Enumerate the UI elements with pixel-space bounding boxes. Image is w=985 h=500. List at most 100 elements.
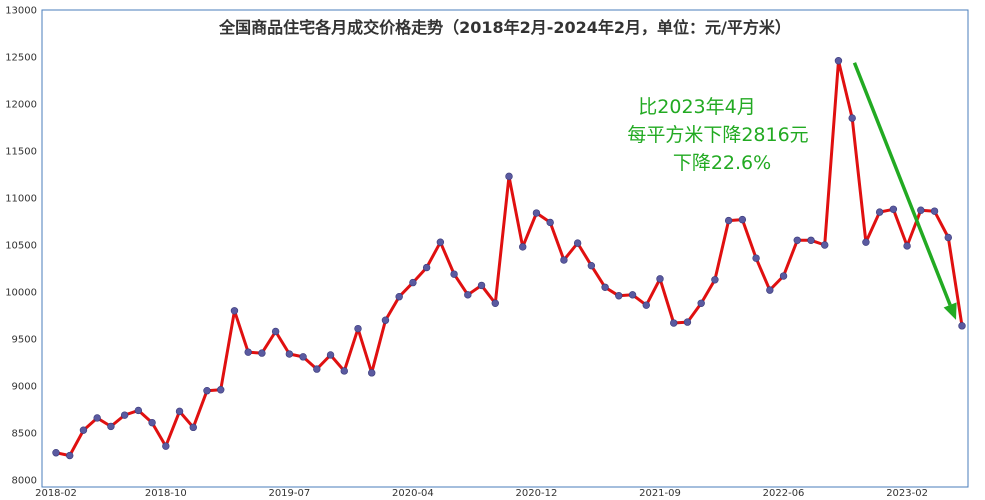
x-axis-ticks: 2018-02 2018-10 2019-07 2020-04 2020-12 2021-… bbox=[35, 488, 928, 499]
x-tick-label: 2020-12 bbox=[516, 488, 558, 499]
data-point bbox=[697, 299, 705, 307]
data-point bbox=[766, 286, 774, 294]
data-point bbox=[793, 236, 801, 245]
annotation: 比2023年4月 每平方米下降2816元 下降22.6% bbox=[627, 96, 808, 174]
annotation-line-1: 比2023年4月 bbox=[638, 96, 755, 118]
y-tick-label: 9000 bbox=[12, 382, 37, 393]
data-point bbox=[532, 209, 541, 217]
data-point bbox=[875, 208, 884, 216]
data-point bbox=[134, 406, 143, 415]
data-point bbox=[258, 349, 266, 357]
x-tick-label: 2020-04 bbox=[392, 488, 434, 499]
data-point bbox=[834, 57, 843, 65]
data-point bbox=[203, 387, 211, 395]
data-point bbox=[779, 272, 788, 280]
data-point bbox=[683, 318, 692, 326]
data-point bbox=[546, 218, 554, 227]
data-point bbox=[162, 442, 170, 450]
data-point bbox=[285, 350, 294, 358]
annotation-line-2: 每平方米下降2816元 bbox=[627, 124, 808, 146]
trend-arrow bbox=[852, 62, 957, 320]
data-point bbox=[656, 275, 664, 283]
data-point bbox=[862, 238, 870, 246]
data-point bbox=[340, 367, 348, 375]
data-point bbox=[120, 411, 129, 419]
data-point bbox=[601, 283, 609, 291]
data-point bbox=[313, 365, 321, 373]
x-tick-label: 2022-06 bbox=[763, 488, 805, 499]
data-point bbox=[628, 291, 637, 299]
data-point bbox=[505, 172, 513, 181]
data-point bbox=[944, 233, 952, 242]
data-point bbox=[560, 256, 568, 264]
data-point bbox=[354, 324, 362, 333]
data-point bbox=[244, 348, 252, 356]
data-point bbox=[217, 386, 225, 394]
data-point bbox=[491, 299, 499, 307]
x-tick-label: 2018-10 bbox=[145, 488, 187, 499]
annotation-line-3: 下降22.6% bbox=[673, 152, 771, 174]
data-point bbox=[642, 301, 650, 309]
data-point bbox=[368, 369, 376, 377]
y-tick-label: 11500 bbox=[5, 147, 37, 158]
data-point bbox=[409, 278, 417, 287]
data-point bbox=[107, 422, 115, 431]
data-point bbox=[670, 319, 678, 327]
x-tick-label: 2018-02 bbox=[35, 488, 77, 499]
data-point bbox=[587, 261, 596, 270]
data-point bbox=[848, 114, 856, 122]
y-tick-label: 8500 bbox=[12, 429, 37, 440]
series-layer bbox=[52, 57, 966, 460]
data-point bbox=[436, 238, 445, 246]
data-point bbox=[271, 327, 280, 336]
data-point bbox=[738, 215, 747, 224]
data-point bbox=[230, 307, 239, 315]
data-point bbox=[52, 449, 60, 457]
data-point bbox=[148, 418, 156, 427]
data-point bbox=[189, 423, 197, 432]
x-tick-label: 2019-07 bbox=[268, 488, 310, 499]
data-point bbox=[903, 242, 911, 250]
data-point bbox=[807, 236, 815, 245]
x-tick-label: 2023-02 bbox=[886, 488, 928, 499]
data-point bbox=[381, 316, 390, 324]
data-point bbox=[821, 241, 829, 249]
data-point bbox=[917, 206, 925, 214]
x-tick-label: 2021-09 bbox=[639, 488, 681, 499]
data-point bbox=[752, 254, 760, 262]
data-point bbox=[724, 216, 733, 225]
data-point bbox=[519, 243, 527, 251]
data-point bbox=[711, 276, 719, 284]
chart-title: 全国商品住宅各月成交价格走势（2018年2月-2024年2月，单位：元/平方米） bbox=[218, 18, 791, 37]
data-point bbox=[79, 426, 88, 434]
y-tick-label: 12500 bbox=[5, 53, 37, 64]
data-point bbox=[930, 207, 939, 215]
y-axis-ticks: 8000 8500 9000 9500 10000 10500 11000 11500 1200… bbox=[5, 6, 37, 487]
y-tick-label: 11000 bbox=[5, 194, 37, 205]
data-point bbox=[450, 270, 458, 278]
data-point bbox=[93, 414, 101, 422]
data-point bbox=[958, 322, 966, 330]
data-point bbox=[66, 451, 74, 460]
data-point bbox=[573, 239, 582, 247]
y-tick-label: 10500 bbox=[5, 241, 37, 252]
y-tick-label: 9500 bbox=[12, 335, 37, 346]
data-point bbox=[326, 351, 335, 359]
data-point bbox=[395, 293, 403, 301]
arrow-head bbox=[943, 302, 957, 320]
y-tick-label: 8000 bbox=[12, 476, 37, 487]
y-tick-label: 12000 bbox=[5, 100, 37, 111]
data-point bbox=[615, 292, 623, 300]
data-point bbox=[477, 281, 486, 290]
y-tick-label: 10000 bbox=[5, 288, 37, 299]
arrow-shaft bbox=[852, 62, 952, 306]
y-tick-label: 13000 bbox=[5, 6, 37, 17]
data-point bbox=[422, 263, 431, 272]
plot-area-border bbox=[41, 9, 969, 488]
data-point bbox=[889, 205, 898, 213]
data-point bbox=[175, 407, 184, 416]
data-point bbox=[299, 353, 307, 361]
data-point bbox=[464, 291, 472, 299]
